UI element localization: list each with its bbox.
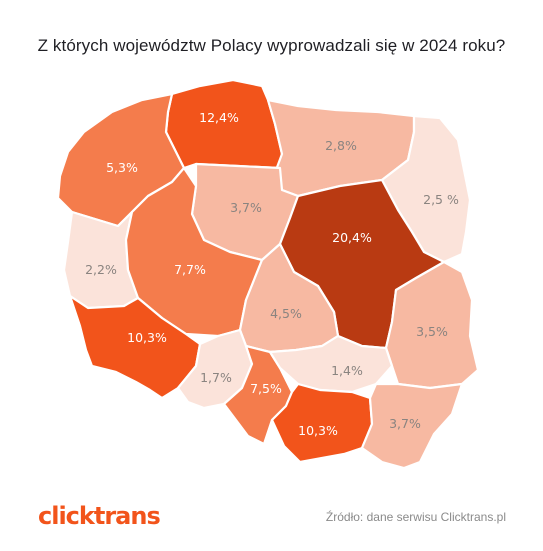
label-swietokrzyskie: 1,4% (331, 363, 363, 378)
label-podlaskie: 2,5 % (423, 192, 459, 207)
label-zachodniopomorskie: 5,3% (106, 160, 138, 175)
label-warminsko-mazurskie: 2,8% (325, 138, 357, 153)
label-lubelskie: 3,5% (416, 324, 448, 339)
page-title: Z których województw Polacy wyprowadzali… (37, 36, 506, 55)
region-malopolskie[interactable] (270, 382, 374, 464)
label-slaskie: 7,5% (250, 381, 282, 396)
label-kujawsko-pomorskie: 3,7% (230, 200, 262, 215)
label-podkarpackie: 3,7% (389, 416, 421, 431)
region-labels: 12,4% 5,3% 2,8% 2,5 % 3,7% 20,4% 2,2% 7,… (85, 110, 459, 438)
region-podkarpackie[interactable] (360, 382, 464, 470)
label-wielkopolskie: 7,7% (174, 262, 206, 277)
source-note: Źródło: dane serwisu Clicktrans.pl (325, 510, 506, 524)
label-dolnoslaskie: 10,3% (127, 330, 167, 345)
label-malopolskie: 10,3% (298, 423, 338, 438)
label-lodzkie: 4,5% (270, 306, 302, 321)
label-lubuskie: 2,2% (85, 262, 117, 277)
label-opolskie: 1,7% (200, 370, 232, 385)
clicktrans-logo: clicktrans (38, 502, 161, 530)
label-mazowieckie: 20,4% (332, 230, 372, 245)
label-pomorskie: 12,4% (199, 110, 239, 125)
